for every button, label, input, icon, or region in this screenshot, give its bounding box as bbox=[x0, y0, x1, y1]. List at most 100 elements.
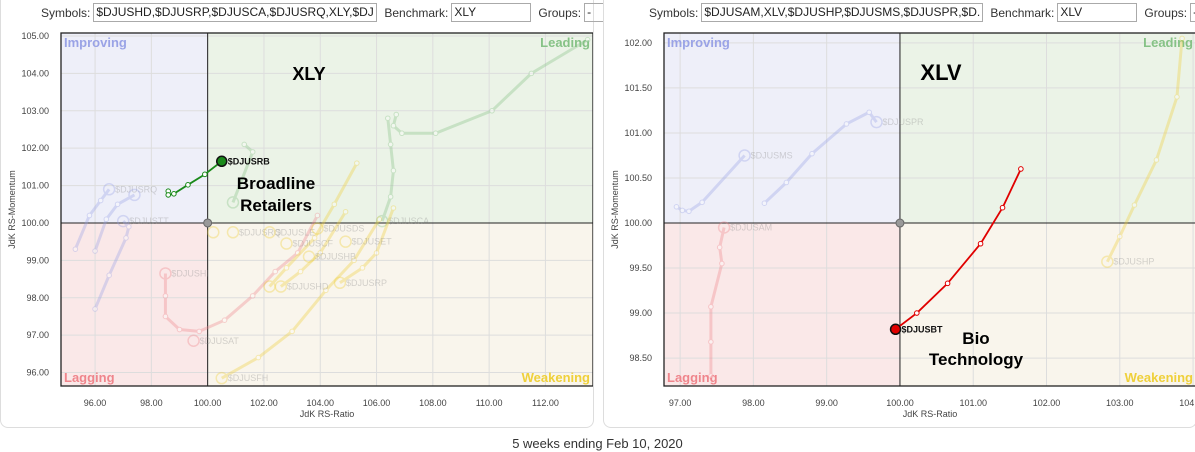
plot-border bbox=[663, 32, 1195, 387]
series-tail-line bbox=[895, 168, 1022, 330]
series-head-marker bbox=[128, 188, 141, 202]
y-tick-label: 99.00 bbox=[26, 255, 49, 265]
series-tail-line bbox=[231, 143, 255, 203]
groups-label: Groups: bbox=[538, 5, 582, 20]
series-tail-line bbox=[220, 218, 381, 380]
rrg-chart[interactable]: 97.00 98.00 99.00 100.00 101.00 102.00 103.00 1… bbox=[604, 0, 1195, 427]
series-head-marker bbox=[215, 155, 228, 168]
x-tick-label: 110.00 bbox=[476, 398, 503, 408]
series-label: $DJUSRQ bbox=[239, 227, 281, 237]
y-tick-label: 101.00 bbox=[21, 181, 49, 191]
series-unlabeled bbox=[207, 226, 220, 239]
quadrant-label-leading: Leading bbox=[1143, 35, 1193, 50]
benchmark-label: Benchmark: bbox=[990, 5, 1055, 20]
series-tail-point bbox=[399, 130, 405, 137]
series-head-marker bbox=[738, 149, 751, 162]
series-tail-point bbox=[123, 235, 129, 241]
benchmark-marker bbox=[895, 218, 905, 228]
benchmark-input[interactable]: XLV bbox=[1057, 3, 1138, 22]
series-head-marker bbox=[274, 280, 288, 293]
series-tail-point bbox=[977, 240, 984, 247]
groups-select[interactable]: - bbox=[1190, 3, 1195, 22]
benchmark-label: Benchmark: bbox=[384, 5, 449, 20]
x-tick-label: 108.00 bbox=[419, 398, 447, 408]
series-tail-point bbox=[311, 235, 318, 241]
series-tail-line bbox=[763, 110, 878, 205]
series-tail-point bbox=[221, 317, 228, 323]
series-tail-point bbox=[708, 303, 714, 310]
series-label: $DJUSHD bbox=[287, 282, 329, 292]
series-unlabeled bbox=[92, 188, 141, 254]
series-tail-point bbox=[843, 121, 850, 127]
series-$DJUSHP: $DJUSHP bbox=[1101, 35, 1185, 268]
series-head-marker bbox=[263, 226, 276, 239]
series-$DJUSRP: $DJUSRP bbox=[333, 205, 397, 290]
annotation-line: Bio bbox=[962, 329, 989, 348]
y-tick-label: 105.00 bbox=[21, 31, 49, 41]
series-head-marker bbox=[302, 250, 316, 263]
series-$DJUSPR: $DJUSPR bbox=[761, 109, 925, 206]
series-label: $DJUSBT bbox=[902, 324, 944, 334]
series-tail-point bbox=[1018, 166, 1024, 172]
series-$DJUSMS: $DJUSMS bbox=[673, 149, 793, 215]
series-tail-point bbox=[528, 70, 535, 77]
annotation-title: XLY bbox=[292, 64, 325, 84]
quadrant-improving bbox=[61, 33, 208, 223]
series-head-marker bbox=[187, 334, 200, 348]
series-tail-point bbox=[914, 310, 920, 316]
series-label: $DJUSHP bbox=[1113, 257, 1154, 267]
series-tail-point bbox=[297, 268, 304, 275]
series-tail-point bbox=[162, 313, 169, 320]
series-tail-line bbox=[93, 220, 131, 310]
series-$DJUSBT: $DJUSBT bbox=[889, 166, 1024, 336]
controls-bar: Symbols: $DJUSAM,XLV,$DJUSHP,$DJUSMS,$DJ… bbox=[649, 3, 1195, 22]
x-tick-label: 102.00 bbox=[1033, 398, 1061, 408]
series-tail-point bbox=[249, 149, 256, 155]
symbols-input[interactable]: $DJUSHD,$DJUSRP,$DJUSCA,$DJUSRQ,XLY,$DJ bbox=[93, 3, 378, 22]
series-tail-point bbox=[584, 36, 591, 43]
series-tail-point bbox=[202, 171, 208, 178]
series-tail-point bbox=[783, 179, 790, 186]
series-tail-point bbox=[171, 190, 177, 197]
series-$DJUSRQ: $DJUSRQ bbox=[226, 226, 281, 239]
series-tail-point bbox=[294, 250, 301, 256]
quadrant-label-improving: Improving bbox=[64, 35, 127, 50]
series-tail-point bbox=[489, 107, 495, 114]
y-tick-label: 102.00 bbox=[624, 38, 652, 48]
series-label: $DJUSFH bbox=[228, 373, 269, 383]
x-axis-label: JdK RS-Ratio bbox=[903, 409, 958, 419]
annotation-line: Retailers bbox=[240, 196, 312, 215]
series-head-marker bbox=[311, 222, 324, 235]
y-tick-label: 97.00 bbox=[26, 330, 49, 340]
series-label: $DJUSPR bbox=[883, 117, 925, 127]
series-tail-point bbox=[103, 216, 110, 223]
series-head-marker bbox=[102, 183, 116, 196]
series-head-marker bbox=[116, 214, 130, 228]
rrg-chart[interactable]: 96.00 98.00 100.00 102.00 104.00 106.00 108.00… bbox=[1, 0, 593, 427]
series-tail-point bbox=[342, 208, 349, 215]
y-tick-label: 99.50 bbox=[629, 263, 652, 273]
series-tail-line bbox=[675, 154, 746, 213]
series-tail-point bbox=[317, 250, 324, 256]
series-tail-line bbox=[279, 210, 347, 288]
y-axis-label: JdK RS-Momentum bbox=[610, 170, 620, 249]
quadrant-label-weakening: Weakening bbox=[1125, 370, 1193, 385]
series-tail-line bbox=[73, 188, 111, 250]
benchmark-input[interactable]: XLY bbox=[451, 3, 532, 22]
quadrant-label-improving: Improving bbox=[667, 35, 730, 50]
series-label: $DJUSET bbox=[352, 237, 393, 247]
quadrant-lagging bbox=[61, 222, 208, 386]
x-tick-label: 112.00 bbox=[532, 398, 559, 408]
series-head-marker bbox=[1101, 255, 1114, 268]
x-tick-label: 102.00 bbox=[250, 398, 278, 408]
series-$DJUSHB: $DJUSHB bbox=[302, 250, 356, 263]
x-tick-label: 99.00 bbox=[815, 398, 838, 408]
y-tick-label: 104.00 bbox=[21, 68, 49, 78]
symbols-input[interactable]: $DJUSAM,XLV,$DJUSHP,$DJUSMS,$DJUSPR,$D. bbox=[701, 3, 984, 22]
series-tail-line bbox=[709, 227, 726, 377]
series-unlabeled bbox=[226, 141, 256, 209]
series-head-marker bbox=[215, 371, 228, 385]
series-label: $DJUSRB bbox=[228, 156, 271, 166]
series-head-marker bbox=[159, 267, 172, 280]
y-tick-label: 96.00 bbox=[26, 368, 49, 378]
